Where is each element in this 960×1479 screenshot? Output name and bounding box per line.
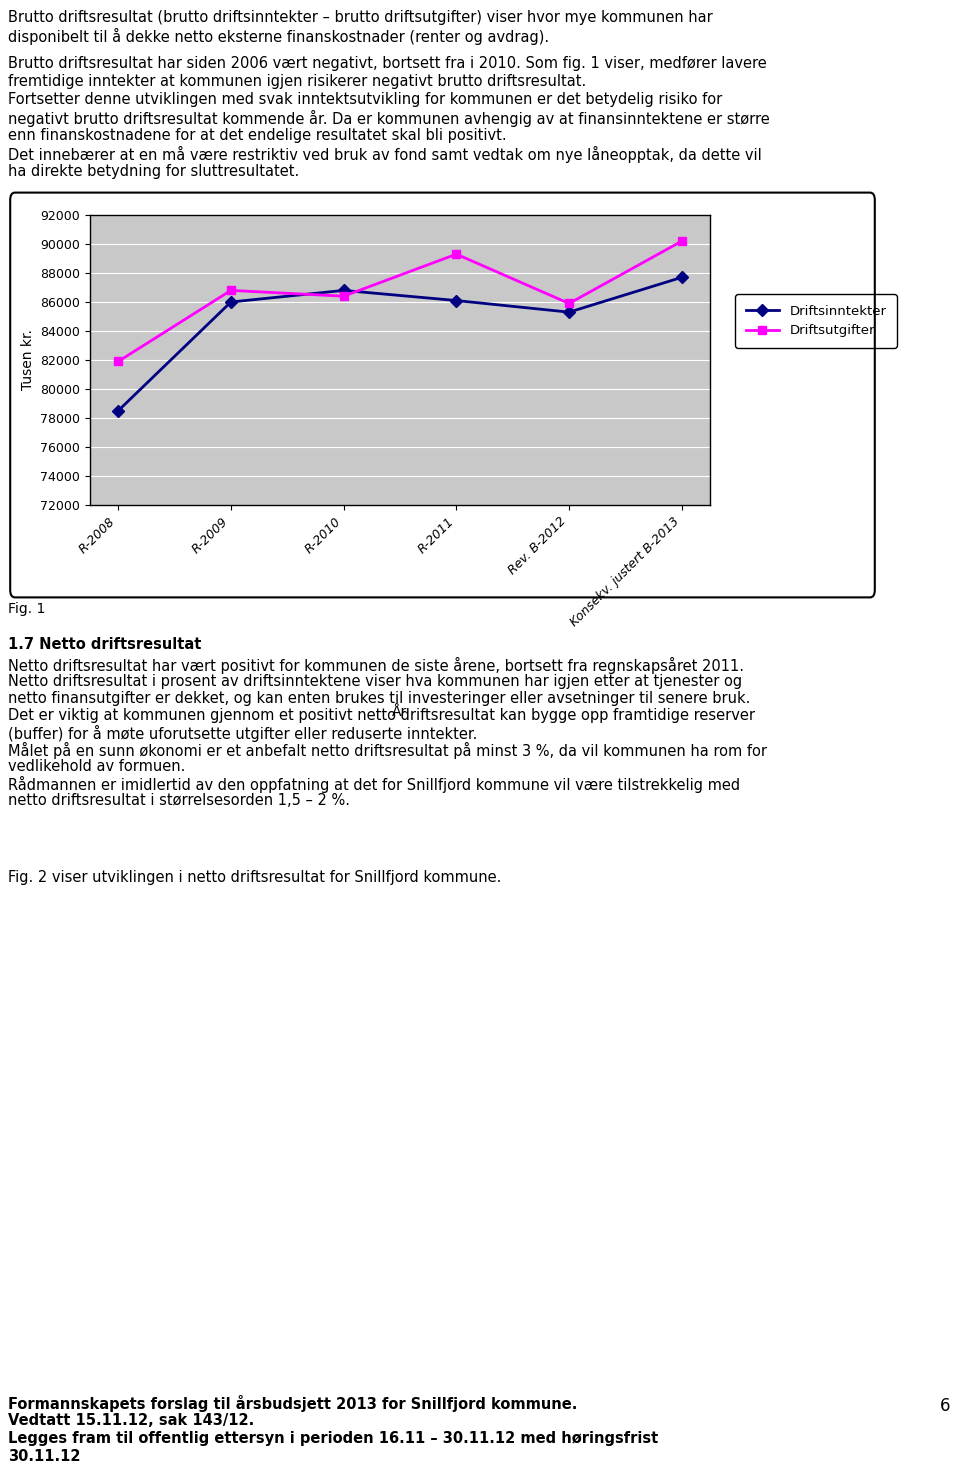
Driftsutgifter	[112, 352, 124, 370]
Text: 30.11.12: 30.11.12	[8, 1449, 81, 1464]
Text: Det innebærer at en må være restriktiv ved bruk av fond samt vedtak om nye låneo: Det innebærer at en må være restriktiv v…	[8, 146, 761, 163]
Driftsinntekter	[564, 303, 575, 321]
Driftsutgifter	[450, 246, 462, 263]
X-axis label: År: År	[393, 705, 408, 719]
Text: Målet på en sunn økonomi er et anbefalt netto driftsresultat på minst 3 %, da vi: Målet på en sunn økonomi er et anbefalt …	[8, 742, 767, 759]
Text: vedlikehold av formuen.: vedlikehold av formuen.	[8, 759, 185, 774]
Text: negativt brutto driftsresultat kommende år. Da er kommunen avhengig av at finans: negativt brutto driftsresultat kommende …	[8, 109, 770, 127]
Text: disponibelt til å dekke netto eksterne finanskostnader (renter og avdrag).: disponibelt til å dekke netto eksterne f…	[8, 28, 549, 44]
Text: Netto driftsresultat i prosent av driftsinntektene viser hva kommunen har igjen : Netto driftsresultat i prosent av drifts…	[8, 674, 742, 689]
Text: enn finanskostnadene for at det endelige resultatet skal bli positivt.: enn finanskostnadene for at det endelige…	[8, 129, 507, 143]
Driftsinntekter	[338, 281, 349, 299]
Text: ha direkte betydning for sluttresultatet.: ha direkte betydning for sluttresultatet…	[8, 164, 300, 179]
Text: Legges fram til offentlig ettersyn i perioden 16.11 – 30.11.12 med høringsfrist: Legges fram til offentlig ettersyn i per…	[8, 1432, 659, 1446]
Line: Driftsinntekter: Driftsinntekter	[114, 274, 686, 416]
Text: Fig. 1: Fig. 1	[8, 602, 45, 615]
Text: Rådmannen er imidlertid av den oppfatning at det for Snillfjord kommune vil være: Rådmannen er imidlertid av den oppfatnin…	[8, 776, 740, 793]
Text: Fig. 2 viser utviklingen i netto driftsresultat for Snillfjord kommune.: Fig. 2 viser utviklingen i netto driftsr…	[8, 870, 501, 884]
Driftsutgifter	[338, 287, 349, 305]
Driftsinntekter	[112, 402, 124, 420]
Text: netto finansutgifter er dekket, og kan enten brukes til investeringer eller avse: netto finansutgifter er dekket, og kan e…	[8, 691, 751, 705]
Driftsinntekter	[676, 269, 687, 287]
Text: Det er viktig at kommunen gjennom et positivt netto driftsresultat kan bygge opp: Det er viktig at kommunen gjennom et pos…	[8, 708, 755, 723]
Text: Formannskapets forslag til årsbudsjett 2013 for Snillfjord kommune.: Formannskapets forslag til årsbudsjett 2…	[8, 1395, 577, 1412]
Text: Brutto driftsresultat (brutto driftsinntekter – brutto driftsutgifter) viser hvo: Brutto driftsresultat (brutto driftsinnt…	[8, 10, 712, 25]
Y-axis label: Tusen kr.: Tusen kr.	[21, 330, 35, 390]
Text: 6: 6	[940, 1398, 950, 1415]
Text: Brutto driftsresultat har siden 2006 vært negativt, bortsett fra i 2010. Som fig: Brutto driftsresultat har siden 2006 vær…	[8, 56, 767, 71]
Text: 1.7 Netto driftsresultat: 1.7 Netto driftsresultat	[8, 637, 202, 652]
Legend: Driftsinntekter, Driftsutgifter: Driftsinntekter, Driftsutgifter	[735, 294, 897, 348]
Text: fremtidige inntekter at kommunen igjen risikerer negativt brutto driftsresultat.: fremtidige inntekter at kommunen igjen r…	[8, 74, 587, 89]
Text: Vedtatt 15.11.12, sak 143/12.: Vedtatt 15.11.12, sak 143/12.	[8, 1412, 254, 1429]
Driftsutgifter	[226, 281, 237, 299]
Driftsinntekter	[226, 293, 237, 311]
Driftsutgifter	[676, 232, 687, 250]
Text: (buffer) for å møte uforutsette utgifter eller reduserte inntekter.: (buffer) for å møte uforutsette utgifter…	[8, 725, 477, 742]
Text: netto driftsresultat i størrelsesorden 1,5 – 2 %.: netto driftsresultat i størrelsesorden 1…	[8, 793, 350, 808]
Driftsutgifter	[564, 294, 575, 312]
Text: Fortsetter denne utviklingen med svak inntektsutvikling for kommunen er det bety: Fortsetter denne utviklingen med svak in…	[8, 92, 722, 106]
Text: Netto driftsresultat har vært positivt for kommunen de siste årene, bortsett fra: Netto driftsresultat har vært positivt f…	[8, 657, 744, 674]
Line: Driftsutgifter: Driftsutgifter	[114, 237, 686, 365]
Driftsinntekter	[450, 291, 462, 309]
